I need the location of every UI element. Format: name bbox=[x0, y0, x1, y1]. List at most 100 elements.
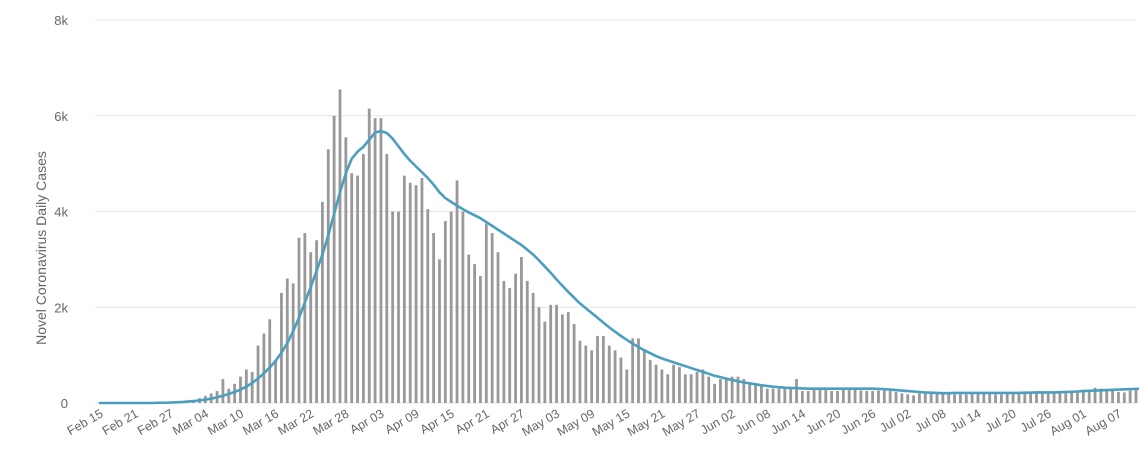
daily-case-bar bbox=[666, 374, 670, 403]
daily-case-bar bbox=[432, 233, 436, 403]
x-tick-label: May 09 bbox=[555, 406, 598, 439]
x-tick-label: Feb 15 bbox=[65, 406, 106, 438]
daily-case-bar bbox=[326, 149, 330, 403]
x-tick-label: Jun 14 bbox=[768, 406, 808, 437]
y-axis-label: Novel Coronavirus Daily Cases bbox=[33, 151, 49, 345]
x-tick-label: Jul 08 bbox=[912, 406, 948, 435]
daily-case-bar bbox=[678, 367, 681, 403]
x-tick-label: May 27 bbox=[660, 406, 703, 439]
x-tick-label: May 03 bbox=[520, 406, 563, 439]
daily-case-bar bbox=[888, 391, 892, 403]
x-tick-label: Jun 20 bbox=[803, 406, 843, 437]
daily-case-bar bbox=[280, 292, 283, 403]
x-tick-label: May 21 bbox=[625, 406, 668, 439]
daily-case-bar bbox=[736, 376, 740, 403]
daily-case-bar bbox=[1081, 389, 1085, 403]
daily-case-bar bbox=[274, 359, 277, 403]
daily-case-bar bbox=[853, 389, 857, 403]
daily-case-bar bbox=[1017, 393, 1021, 403]
daily-case-bar bbox=[859, 390, 863, 403]
x-tick-label: Apr 27 bbox=[488, 406, 527, 437]
daily-case-bar bbox=[350, 173, 354, 403]
daily-case-bar bbox=[959, 394, 962, 403]
average-line bbox=[98, 129, 1139, 405]
daily-case-bar bbox=[1023, 392, 1027, 403]
daily-case-bar bbox=[918, 393, 921, 403]
daily-case-bar bbox=[321, 201, 324, 403]
daily-case-bar bbox=[1035, 393, 1038, 403]
daily-case-bar bbox=[789, 387, 793, 403]
daily-case-bar bbox=[1029, 393, 1033, 403]
daily-case-bar bbox=[531, 292, 535, 403]
daily-case-bar bbox=[719, 379, 722, 403]
daily-case-bar bbox=[414, 185, 418, 403]
daily-case-bar bbox=[847, 389, 851, 403]
daily-case-bar bbox=[988, 393, 992, 403]
daily-case-bar bbox=[560, 314, 564, 403]
daily-case-bar bbox=[303, 233, 307, 403]
daily-case-bar bbox=[906, 394, 910, 403]
daily-case-bar bbox=[713, 383, 716, 403]
daily-case-bar bbox=[824, 388, 828, 403]
daily-case-bar bbox=[537, 307, 541, 403]
daily-case-bar bbox=[607, 345, 611, 403]
x-tick-label: Jul 02 bbox=[877, 406, 913, 435]
daily-case-bar bbox=[578, 340, 582, 403]
daily-case-bar bbox=[1058, 391, 1062, 403]
daily-case-bar bbox=[935, 393, 939, 403]
daily-case-bar bbox=[402, 175, 406, 403]
daily-case-bar bbox=[660, 369, 664, 403]
daily-case-bar bbox=[233, 383, 237, 403]
daily-case-bars bbox=[174, 89, 1138, 404]
x-tick-label: Apr 03 bbox=[348, 406, 387, 437]
daily-case-bar bbox=[1011, 393, 1015, 403]
x-tick-label: Mar 16 bbox=[240, 406, 281, 438]
daily-case-bar bbox=[777, 388, 781, 403]
daily-case-bar bbox=[1099, 388, 1103, 403]
daily-case-bar bbox=[964, 394, 968, 403]
daily-case-bar bbox=[941, 393, 945, 403]
daily-case-bar bbox=[689, 374, 693, 403]
daily-case-bar bbox=[379, 118, 383, 403]
daily-case-bar bbox=[590, 350, 594, 403]
daily-case-bar bbox=[877, 390, 880, 403]
daily-case-bar bbox=[637, 338, 640, 403]
daily-case-bar bbox=[795, 379, 798, 403]
daily-case-bar bbox=[508, 288, 512, 403]
daily-case-bar bbox=[584, 345, 588, 403]
daily-case-bar bbox=[871, 391, 875, 403]
daily-case-bar bbox=[1046, 393, 1050, 403]
daily-case-bar bbox=[484, 223, 488, 403]
x-tick-label: Aug 07 bbox=[1083, 406, 1124, 438]
daily-case-bar bbox=[923, 393, 927, 403]
x-tick-label: Apr 15 bbox=[418, 406, 457, 437]
daily-case-bar bbox=[1134, 388, 1138, 403]
daily-case-bar bbox=[882, 388, 886, 403]
x-tick-label: Jul 26 bbox=[1018, 406, 1054, 435]
daily-case-bar bbox=[754, 383, 757, 403]
daily-case-bar bbox=[367, 108, 371, 403]
daily-case-bar bbox=[262, 333, 266, 403]
x-tick-label: Mar 10 bbox=[205, 406, 246, 438]
average-line-group bbox=[98, 129, 1139, 405]
daily-case-bar bbox=[695, 371, 699, 403]
daily-case-bar bbox=[800, 391, 804, 403]
x-tick-label: Aug 01 bbox=[1048, 406, 1089, 438]
daily-case-bar bbox=[467, 254, 471, 403]
daily-case-bar bbox=[426, 209, 430, 403]
daily-case-bar bbox=[344, 137, 348, 404]
x-tick-label: Feb 21 bbox=[100, 406, 141, 438]
daily-case-bar bbox=[397, 211, 400, 403]
daily-case-bar bbox=[724, 379, 728, 403]
x-tick-label: Mar 22 bbox=[276, 406, 317, 438]
y-axis-ticks: 0 2k 4k 6k 8k bbox=[54, 13, 68, 411]
daily-case-bar bbox=[865, 391, 869, 403]
daily-case-bar bbox=[830, 391, 834, 403]
daily-case-bar bbox=[356, 175, 359, 403]
daily-case-bar bbox=[490, 233, 494, 403]
daily-case-bar bbox=[619, 357, 623, 403]
daily-case-bar bbox=[1070, 391, 1074, 403]
gridlines bbox=[95, 19, 1136, 404]
daily-case-bar bbox=[1117, 391, 1120, 403]
